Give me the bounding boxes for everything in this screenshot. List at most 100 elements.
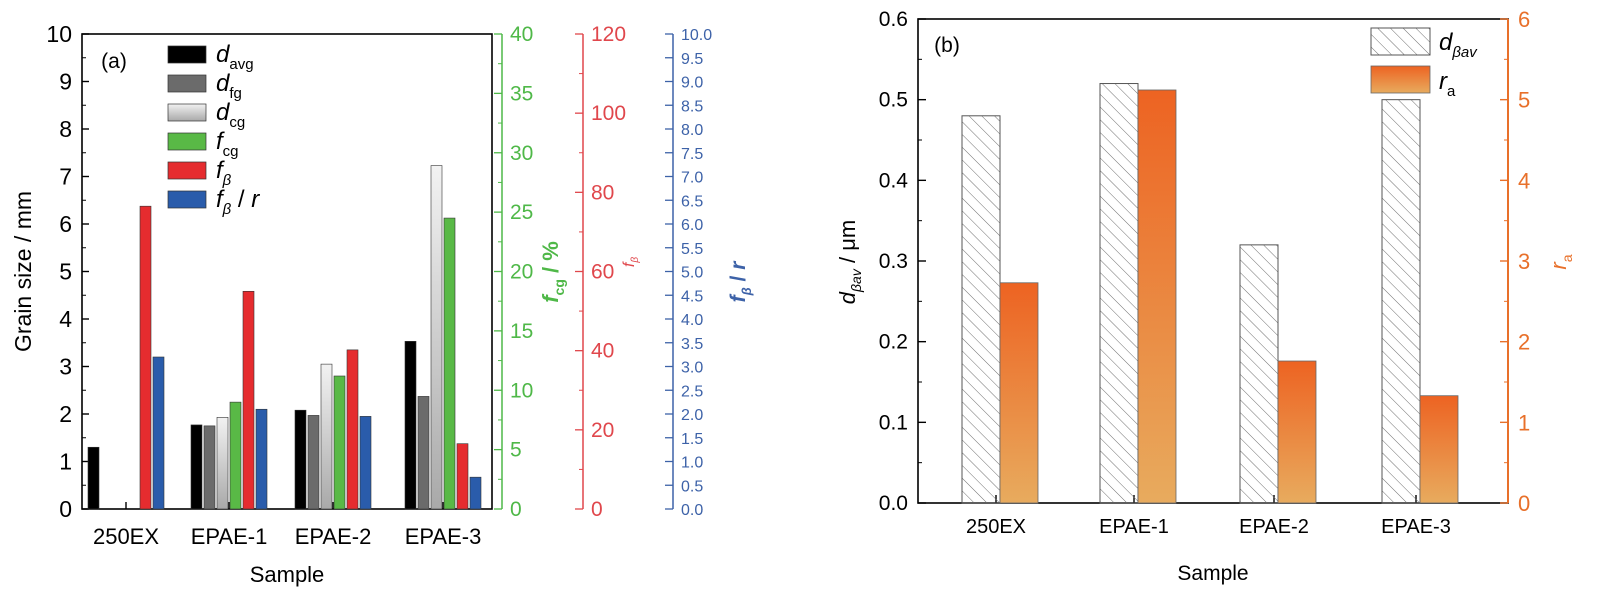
right-axis-tick-label: 7.0 [681, 170, 703, 187]
right-axis-tick-label: 0.0 [681, 502, 703, 519]
left-tick-label: 0.6 [879, 8, 908, 31]
x-axis-label-b: Sample [1177, 562, 1248, 585]
bar-d-avg [87, 446, 100, 510]
panel-b-chart: 0.0 0.1 0.2 0.3 0.4 0.5 0.6 dβav / μm 0 1 2 3 4 5 6 ra (… [835, 7, 1575, 585]
right-axis-tick-label: 9.5 [681, 51, 703, 68]
right-axis-tick-label: 100 [591, 102, 626, 125]
bar-f-beta [139, 205, 152, 510]
right-axis-tick-label: 40 [591, 340, 614, 363]
y-axis-label-a: Grain size / mm [10, 191, 36, 352]
left-tick-label: 10 [46, 21, 72, 47]
y-axis-label-b: dβav / μm [835, 220, 864, 304]
bar-r-a [999, 282, 1039, 504]
right-axis-tick-label: 3 [1518, 249, 1530, 274]
bar-d-fg [417, 396, 430, 510]
bar-f-beta-r [255, 408, 268, 510]
right-axis-tick-label: 2.5 [681, 383, 703, 400]
right-axis-tick-label: 120 [591, 23, 626, 46]
right-axis-tick-label: 9.0 [681, 75, 703, 92]
bar-d-beta-av [961, 115, 1001, 504]
bar-f-beta-r [469, 476, 482, 510]
right-axis-tick-label: 0 [1518, 491, 1530, 516]
right-axis-tick-label: 5 [510, 439, 522, 462]
right-axis-tick-label: 7.5 [681, 146, 703, 163]
right-axis-title-fcg: fcg / % [538, 241, 567, 303]
right-axis-tick-label: 10 [510, 379, 533, 402]
bar-f-beta-r [152, 356, 165, 510]
right-axis-tick-label: 20 [591, 419, 614, 442]
bar-f-beta [242, 290, 255, 510]
left-tick-label: 6 [59, 211, 72, 237]
legend-label: davg [216, 41, 254, 73]
bar-f-beta [346, 349, 359, 510]
left-tick-label: 0.2 [879, 331, 908, 354]
right-axis-tick-label: 10.0 [681, 27, 712, 44]
right-axis-tick-label: 1.5 [681, 431, 703, 448]
panel-a-chart: 0 1 2 3 4 5 6 7 8 9 10 Grain size / mm (a) 250EX EPAE-… [10, 21, 754, 587]
bar-f-beta [456, 443, 469, 510]
panel-label-b: (b) [934, 34, 960, 57]
legend-label: fβ / r [216, 186, 260, 218]
right-axis-tick-label: 1 [1518, 410, 1530, 435]
bar-d-beta-av [1381, 99, 1421, 504]
legend-swatch-gradient [1370, 65, 1431, 94]
x-tick-label: EPAE-3 [405, 524, 482, 549]
bar-d-beta-av [1239, 244, 1279, 504]
legend-swatch [167, 161, 207, 180]
bar-f-beta-r [359, 416, 372, 510]
legend-swatch [167, 45, 207, 64]
legend-swatch [167, 74, 207, 93]
right-axis-tick-label: 0.5 [681, 478, 703, 495]
x-tick-label: EPAE-1 [1099, 516, 1169, 538]
right-axis-tick-label: 30 [510, 142, 533, 165]
x-tick-label: EPAE-3 [1381, 516, 1451, 538]
left-tick-label: 1 [59, 449, 72, 475]
left-tick-label: 0.0 [879, 492, 908, 515]
right-axis-tick-label: 5.0 [681, 265, 703, 282]
right-axis-tick-label: 4.5 [681, 288, 703, 305]
bar-d-avg [190, 424, 203, 510]
right-axis-tick-label: 1.0 [681, 455, 703, 472]
right-axis-tick-label: 8.5 [681, 98, 703, 115]
bar-d-avg [294, 409, 307, 510]
right-axis-tick-label: 6 [1518, 7, 1530, 32]
bar-d-fg [307, 415, 320, 510]
bar-f-cg [333, 375, 346, 510]
left-tick-label: 5 [59, 259, 72, 285]
left-tick-label: 9 [59, 69, 72, 95]
right-axis-tick-label: 6.0 [681, 217, 703, 234]
right-axis-title-fbeta: fβ [621, 257, 641, 267]
legend-label: fcg [216, 128, 239, 160]
right-axis-tick-label: 3.5 [681, 336, 703, 353]
left-tick-label: 3 [59, 354, 72, 380]
left-tick-label: 8 [59, 116, 72, 142]
right-axis-tick-label: 80 [591, 181, 614, 204]
right-axis-tick-label: 3.0 [681, 360, 703, 377]
right-axis-title-fbr: fβ / r [727, 260, 754, 303]
right-axis-tick-label: 4 [1518, 168, 1530, 193]
x-tick-label: EPAE-1 [191, 524, 268, 549]
right-axis-tick-label: 25 [510, 201, 533, 224]
panel-label-a: (a) [101, 50, 127, 73]
right-axis-tick-label: 4.0 [681, 312, 703, 329]
left-tick-label: 0 [59, 496, 72, 522]
legend-label: dcg [216, 99, 245, 131]
left-tick-label: 7 [59, 164, 72, 190]
x-tick-label: EPAE-2 [295, 524, 372, 549]
right-axis-tick-label: 0 [510, 498, 522, 521]
bar-f-cg [229, 401, 242, 510]
right-axis-tick-label: 60 [591, 261, 614, 284]
legend-label: dfg [216, 70, 242, 102]
legend-swatch-hatched [1370, 27, 1431, 56]
legend-swatch [167, 190, 207, 209]
bar-f-cg [443, 217, 456, 510]
left-tick-label: 0.4 [879, 169, 909, 192]
left-tick-label: 0.3 [879, 250, 908, 273]
bar-d-cg [320, 363, 333, 510]
bar-r-a [1419, 395, 1459, 504]
left-tick-label: 2 [59, 401, 72, 427]
right-axis-tick-label: 40 [510, 23, 533, 46]
bar-r-a [1137, 89, 1177, 504]
right-axis-tick-label: 2 [1518, 330, 1530, 355]
